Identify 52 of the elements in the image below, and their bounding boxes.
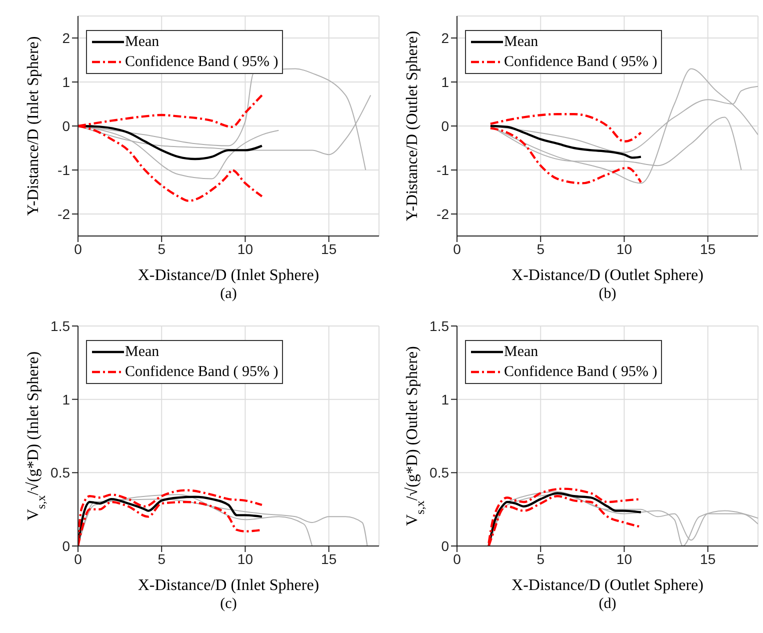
text: (c) [219, 596, 238, 613]
y-tick-label: -1 [58, 162, 70, 178]
y-tick-label: 0 [441, 538, 450, 554]
y-tick-label: 2 [441, 30, 450, 46]
x-tick-label: 15 [321, 240, 337, 257]
x-tick-label: 15 [321, 550, 337, 567]
text: (b) [598, 286, 618, 303]
legend-label: Confidence Band ( 95% ) [125, 363, 278, 382]
x-tick-label: 15 [700, 240, 716, 257]
y-tick-label: -1 [436, 162, 450, 178]
x-axis-title: X-Distance/D (Outlet Sphere) [512, 577, 704, 594]
x-axis-title: X-Distance/D (Inlet Sphere) [138, 577, 320, 594]
x-tick-label: 5 [158, 550, 166, 567]
legend-label: Mean [125, 33, 160, 52]
x-axis-title: X-Distance/D (Outlet Sphere) [512, 267, 704, 284]
text: (a) [219, 286, 238, 303]
y-tick-label: 0.5 [50, 464, 70, 481]
y-tick-label: 1 [441, 74, 450, 90]
legend-label: Confidence Band ( 95% ) [504, 363, 658, 382]
y-tick-label: 2 [62, 30, 70, 46]
legend-label: Confidence Band ( 95% ) [504, 53, 658, 72]
y-tick-label: 1 [62, 74, 70, 90]
x-tick-label: 5 [158, 240, 166, 257]
y-tick-label: 1 [441, 391, 450, 408]
x-tick-label: 10 [616, 240, 632, 257]
y-tick-label: 0 [441, 118, 450, 134]
x-tick-label: 15 [700, 550, 716, 567]
text: (d) [598, 596, 618, 613]
y-tick-label: 0.5 [430, 464, 450, 481]
y-axis-title: Y-Distance/D (Inlet Sphere) [25, 36, 42, 216]
x-tick-label: 0 [74, 550, 82, 567]
y-tick-label: 1.5 [50, 318, 70, 334]
x-tick-label: 0 [74, 240, 82, 257]
y-tick-label: 0 [62, 538, 70, 554]
x-tick-label: 5 [536, 550, 545, 567]
y-tick-label: 1.5 [430, 318, 450, 334]
y-tick-label: 0 [62, 118, 70, 134]
x-tick-label: 5 [536, 240, 545, 257]
y-tick-label: -2 [58, 206, 70, 222]
y-tick-label: -2 [436, 206, 450, 222]
legend-label: Confidence Band ( 95% ) [125, 53, 278, 72]
legend-label: Mean [504, 33, 538, 52]
x-tick-label: 0 [453, 240, 462, 257]
x-tick-label: 0 [453, 550, 462, 567]
x-tick-label: 10 [616, 550, 632, 567]
x-tick-label: 10 [237, 550, 254, 567]
y-tick-label: 1 [62, 391, 70, 408]
legend-label: Mean [504, 343, 538, 362]
x-axis-title: X-Distance/D (Inlet Sphere) [138, 267, 320, 284]
y-axis-title: Y-Distance/D (Outlet Sphere) [404, 30, 421, 222]
legend-label: Mean [125, 343, 160, 362]
x-tick-label: 10 [237, 240, 254, 257]
